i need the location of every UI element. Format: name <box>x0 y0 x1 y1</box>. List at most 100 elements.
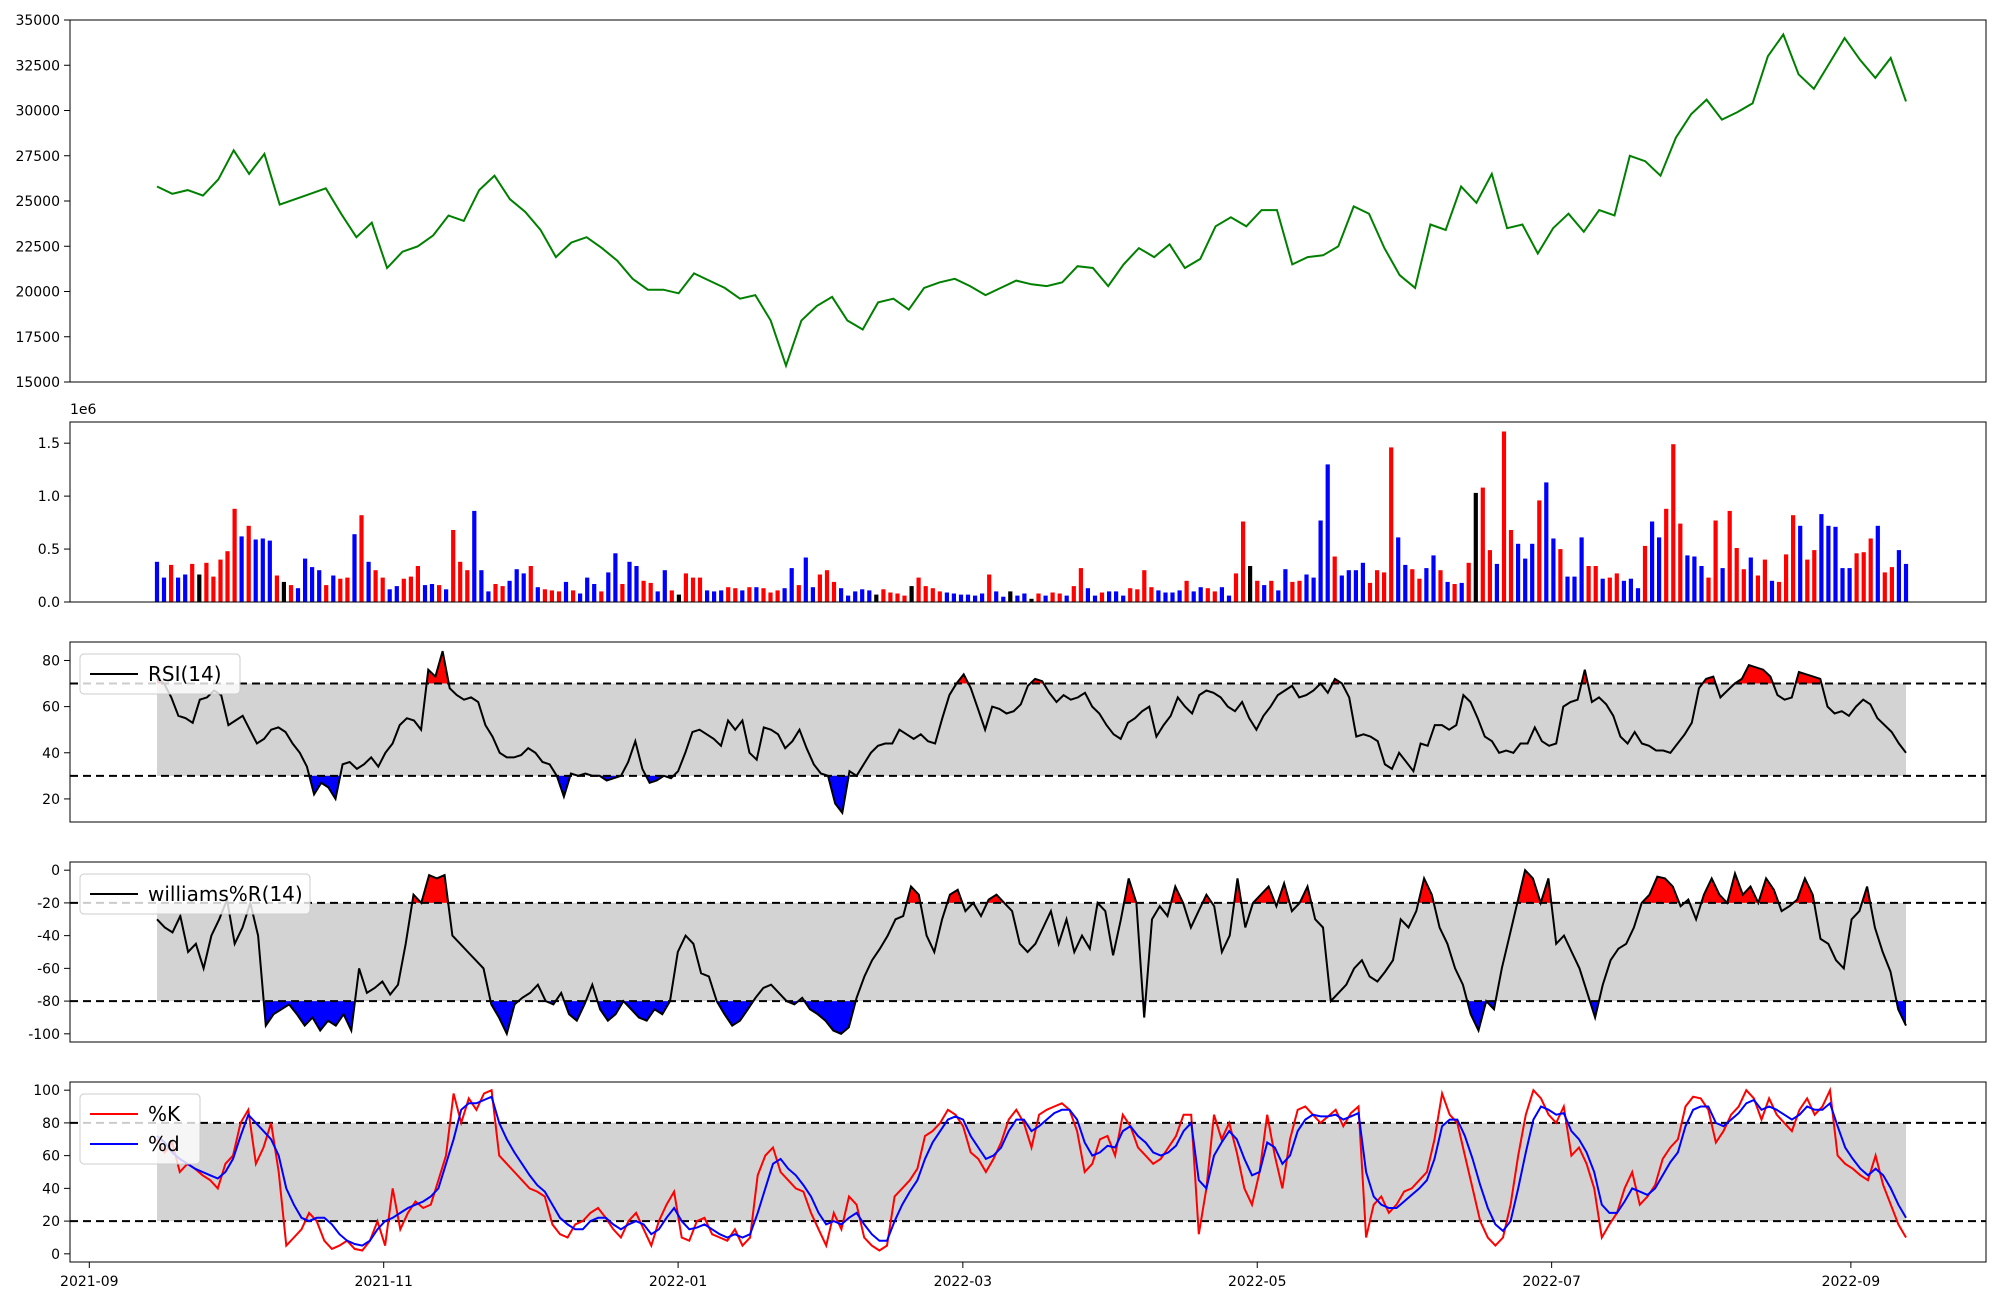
williams-ytick-label: -60 <box>37 961 60 977</box>
volume-bar <box>359 515 364 602</box>
volume-bar <box>204 562 209 602</box>
volume-bar <box>1812 550 1817 602</box>
volume-bar <box>1078 568 1083 602</box>
williams-overbought-fill <box>1277 883 1290 903</box>
volume-bar <box>888 592 893 602</box>
volume-bar <box>1748 557 1753 602</box>
volume-bar <box>803 557 808 602</box>
volume-bar <box>831 581 837 602</box>
volume-bar <box>599 591 604 602</box>
volume-bar <box>444 589 449 602</box>
volume-ytick-label: 1.5 <box>38 436 60 452</box>
volume-bar <box>1396 537 1401 602</box>
volume-ytick-label: 0.0 <box>38 595 60 611</box>
volume-bar <box>458 561 463 602</box>
price-ytick-label: 35000 <box>15 13 60 29</box>
x-tick-label: 2022-01 <box>649 1274 708 1290</box>
volume-bar <box>1854 553 1859 602</box>
volume-bar <box>1241 521 1246 602</box>
stochastic-y-axis: 0 20 40 60 80 100 <box>33 1083 70 1263</box>
rsi-oversold-fill <box>556 775 571 797</box>
volume-bar <box>1784 554 1789 602</box>
volume-bar <box>627 561 632 602</box>
volume-bar <box>176 577 181 602</box>
volume-bar <box>415 566 420 602</box>
price-ytick-label: 25000 <box>15 194 60 210</box>
volume-bar <box>324 585 329 602</box>
volume-bar <box>408 576 413 602</box>
volume-bar <box>317 570 322 602</box>
volume-offset-text: 1e6 <box>70 402 97 418</box>
x-tick-label: 2022-07 <box>1522 1274 1581 1290</box>
williams-ytick-label: -80 <box>37 994 60 1010</box>
volume-bar <box>1600 578 1605 602</box>
volume-bar <box>1650 521 1655 602</box>
volume-panel: 0.0 0.5 1.0 1.5 1e6 <box>38 402 1987 611</box>
volume-bar <box>1367 582 1373 602</box>
volume-bar <box>366 561 371 602</box>
volume-bar <box>1466 562 1471 602</box>
volume-bar <box>606 572 611 602</box>
williams-oversold-fill <box>490 1001 519 1034</box>
volume-bar <box>1494 563 1499 602</box>
volume-bar <box>839 588 844 602</box>
volume-bar <box>1191 591 1196 602</box>
volume-bar <box>994 591 999 602</box>
volume-bar <box>740 590 745 602</box>
volume-bar <box>1290 581 1295 602</box>
stoch-band <box>157 1122 1906 1222</box>
volume-bar <box>1699 566 1704 602</box>
volume-bar <box>1107 591 1112 602</box>
volume-bar <box>980 593 985 602</box>
volume-bar <box>1685 555 1690 602</box>
volume-bar <box>211 576 216 602</box>
volume-bar <box>429 584 435 602</box>
volume-bar <box>824 570 830 602</box>
volume-bar <box>1114 591 1119 602</box>
x-tick-label: 2021-11 <box>354 1274 413 1290</box>
volume-bar <box>1177 590 1182 602</box>
x-axis: 2021-09 2021-11 2022-01 2022-03 2022-05 2022-… <box>60 1262 1880 1290</box>
volume-bar <box>521 573 526 602</box>
volume-bar <box>338 578 343 602</box>
volume-bar <box>1833 526 1838 602</box>
volume-bar <box>1410 569 1415 602</box>
volume-bar <box>987 574 992 602</box>
volume-bar <box>1537 500 1542 602</box>
volume-bar <box>973 595 978 602</box>
volume-bar <box>768 592 773 602</box>
volume-bar <box>937 591 942 602</box>
x-tick-label: 2022-09 <box>1822 1274 1881 1290</box>
williams-oversold-fill <box>716 1001 754 1026</box>
volume-bar <box>253 539 258 602</box>
rsi-ytick-label: 20 <box>42 792 60 808</box>
volume-bar <box>1029 598 1034 602</box>
volume-bar <box>1276 590 1281 602</box>
price-ytick-label: 30000 <box>15 104 60 120</box>
volume-bar <box>909 586 914 602</box>
volume-bar <box>817 574 822 602</box>
volume-bar <box>683 573 688 602</box>
volume-bar <box>500 586 505 602</box>
volume-bar <box>592 584 597 602</box>
volume-bar <box>1121 595 1126 602</box>
volume-bar <box>246 525 251 602</box>
volume-bar <box>1163 592 1168 602</box>
rsi-legend-label: RSI(14) <box>148 662 222 686</box>
volume-bar <box>380 577 385 602</box>
volume-bar <box>676 594 681 602</box>
volume-bar <box>514 569 519 602</box>
stoch-ytick-label: 40 <box>42 1181 60 1197</box>
volume-bar <box>1255 580 1260 602</box>
volume-bar <box>1671 444 1676 602</box>
volume-bar <box>585 577 590 602</box>
volume-bar <box>1382 572 1387 602</box>
volume-axes-frame <box>69 421 1987 603</box>
rsi-panel: 20 40 60 80 RSI(14) <box>42 641 1987 823</box>
volume-bar <box>1156 590 1161 602</box>
volume-bar <box>1431 555 1436 602</box>
volume-bar <box>1889 567 1894 602</box>
stochastic-legend-label-d: %d <box>148 1132 180 1156</box>
williams-band <box>157 902 1906 1002</box>
volume-bar <box>422 585 428 602</box>
